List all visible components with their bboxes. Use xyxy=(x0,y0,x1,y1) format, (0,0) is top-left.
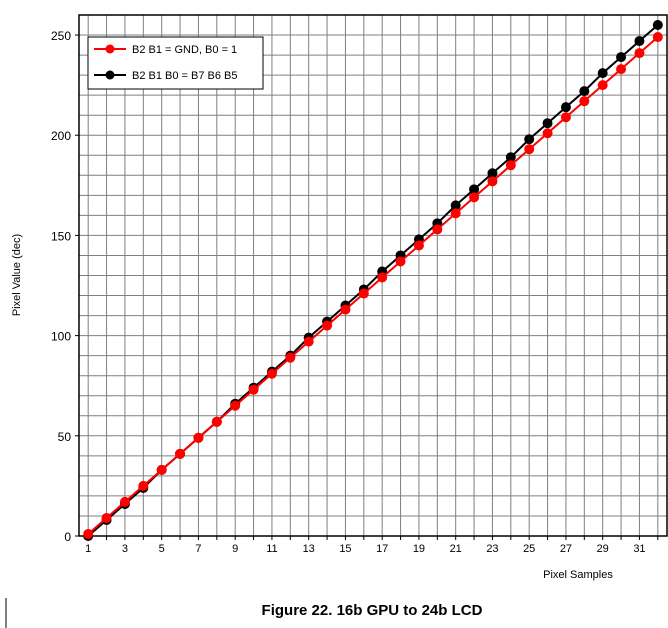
series-2-point xyxy=(634,36,645,47)
legend-swatch-black-marker xyxy=(105,70,115,80)
series-1 xyxy=(83,32,663,539)
series-1-point xyxy=(634,48,645,59)
y-tick-label: 100 xyxy=(51,330,71,344)
legend-swatch-red-marker xyxy=(105,44,115,54)
series-1-point xyxy=(285,352,296,363)
series-2-point xyxy=(450,200,461,211)
x-tick-label: 5 xyxy=(159,543,165,555)
series-1-point xyxy=(175,448,186,459)
series-2-point xyxy=(487,168,498,179)
x-tick-label: 9 xyxy=(232,543,238,555)
series-2-point xyxy=(469,184,480,195)
x-tick-label: 19 xyxy=(413,543,425,555)
x-tick-label: 17 xyxy=(376,543,388,555)
y-tick-label: 0 xyxy=(64,530,71,544)
x-tick-label: 21 xyxy=(450,543,462,555)
y-tick-label: 200 xyxy=(51,129,71,143)
series-1-point xyxy=(119,496,130,507)
series-2-point xyxy=(652,20,663,31)
legend: B2 B1 = GND, B0 = 1 B2 B1 B0 = B7 B6 B5 xyxy=(87,36,264,90)
series-1-point xyxy=(230,400,241,411)
series-1-point xyxy=(358,288,369,299)
x-tick-label: 13 xyxy=(303,543,315,555)
series-2-point xyxy=(616,52,627,63)
series-1-point xyxy=(193,432,204,443)
series-2-point xyxy=(524,134,535,145)
series-1-point xyxy=(560,112,571,123)
series-2-point xyxy=(542,118,553,129)
series-1-point xyxy=(469,192,480,203)
series-1-point xyxy=(597,80,608,91)
y-tick-label: 50 xyxy=(58,430,72,444)
x-tick-label: 3 xyxy=(122,543,128,555)
series-1-point xyxy=(377,272,388,283)
series-1-point xyxy=(487,176,498,187)
series-1-point xyxy=(138,480,149,491)
series-2-point xyxy=(560,102,571,113)
y-axis-ticks: 0 50 100 150 200 250 xyxy=(51,29,79,544)
series-1-point xyxy=(413,240,424,251)
x-tick-label: 1 xyxy=(85,543,91,555)
data-series xyxy=(83,20,663,541)
series-1-point xyxy=(579,96,590,107)
legend-box xyxy=(87,36,264,90)
series-1-point xyxy=(83,528,94,539)
y-tick-label: 250 xyxy=(51,29,71,43)
series-1-point xyxy=(616,64,627,75)
series-1-point xyxy=(652,32,663,43)
x-tick-label: 31 xyxy=(633,543,645,555)
grid-lines xyxy=(79,15,667,536)
series-1-point xyxy=(524,144,535,155)
series-1-point xyxy=(211,416,222,427)
series-1-point xyxy=(322,320,333,331)
series-1-point xyxy=(395,256,406,267)
series-1-point xyxy=(340,304,351,315)
series-1-point xyxy=(101,512,112,523)
series-1-point xyxy=(505,160,516,171)
x-tick-label: 23 xyxy=(486,543,498,555)
x-tick-label: 11 xyxy=(266,543,277,555)
x-tick-label: 15 xyxy=(339,543,351,555)
series-1-point xyxy=(303,336,314,347)
legend-label-series-2: B2 B1 B0 = B7 B6 B5 xyxy=(132,70,238,82)
series-1-point xyxy=(542,128,553,139)
series-2-point xyxy=(505,152,516,163)
x-axis-label: Pixel Samples xyxy=(543,569,613,581)
series-1-point xyxy=(266,368,277,379)
series-1-point xyxy=(248,384,259,395)
y-axis-label: Pixel Value (dec) xyxy=(11,234,23,316)
series-1-point xyxy=(432,224,443,235)
plot-area-border xyxy=(78,14,668,537)
y-tick-label: 150 xyxy=(51,229,71,243)
x-tick-label: 25 xyxy=(523,543,535,555)
series-2-point xyxy=(597,68,608,79)
figure-caption: Figure 22. 16b GPU to 24b LCD xyxy=(262,602,483,619)
series-1-point xyxy=(450,208,461,219)
series-2-point xyxy=(579,86,590,97)
x-tick-label: 27 xyxy=(560,543,572,555)
series-1-point xyxy=(156,464,167,475)
x-tick-label: 29 xyxy=(597,543,609,555)
legend-label-series-1: B2 B1 = GND, B0 = 1 xyxy=(132,44,237,56)
x-tick-label: 7 xyxy=(195,543,201,555)
